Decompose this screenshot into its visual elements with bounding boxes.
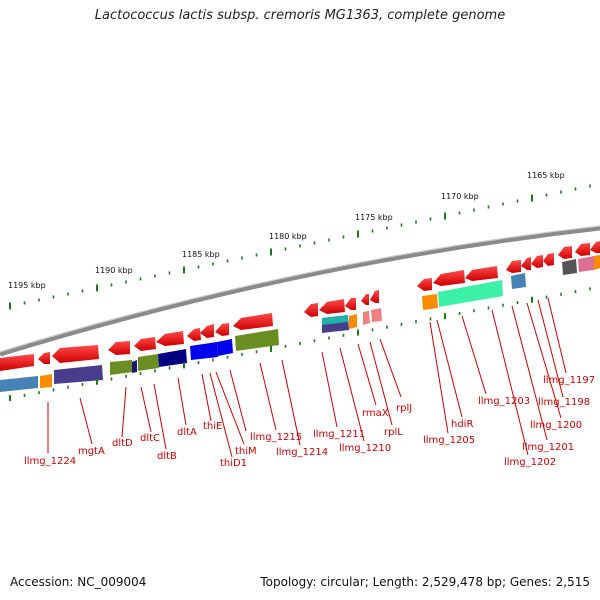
gene-label-rplJ[interactable]: rplJ [396, 403, 412, 414]
gene-label-rmaX[interactable]: rmaX [362, 408, 389, 419]
gene-label-llmg_1214[interactable]: llmg_1214 [276, 447, 328, 458]
scale-label-1165: 1165 kbp [527, 171, 565, 180]
scale-label-1175: 1175 kbp [355, 213, 393, 222]
gene-label-llmg_1215[interactable]: llmg_1215 [250, 432, 302, 443]
gene-arrow[interactable] [361, 294, 369, 305]
scale-label-1190: 1190 kbp [95, 266, 133, 275]
scale-label-1185: 1185 kbp [182, 250, 220, 259]
gene-arrow[interactable] [345, 298, 356, 310]
gene-label-llmg_1200[interactable]: llmg_1200 [530, 420, 582, 431]
genome-backbone-highlight [0, 225, 600, 353]
gene-arrow[interactable] [370, 290, 379, 303]
gene-arrow[interactable] [521, 257, 531, 270]
gene-arrow[interactable] [543, 253, 554, 266]
gene-label-llmg_1198[interactable]: llmg_1198 [538, 397, 590, 408]
gene-label-llmg_1211[interactable]: llmg_1211 [313, 429, 365, 440]
gene-label-thiE[interactable]: thiE [203, 421, 222, 432]
gene-label-hdiR[interactable]: hdiR [451, 419, 473, 430]
gene-label-mgtA[interactable]: mgtA [78, 446, 105, 457]
scale-label-1170: 1170 kbp [441, 192, 479, 201]
gene-label-llmg_1205[interactable]: llmg_1205 [423, 435, 475, 446]
gene-arrow[interactable] [319, 299, 345, 314]
domain-track [0, 255, 600, 392]
scale-ticks [9, 184, 591, 310]
gene-label-thiD1[interactable]: thiD1 [220, 458, 247, 469]
gene-arrow[interactable] [233, 313, 273, 330]
gene-label-llmg_1224[interactable]: llmg_1224 [24, 456, 76, 467]
gene-arrow[interactable] [134, 337, 156, 351]
gene-label-llmg_1210[interactable]: llmg_1210 [339, 443, 391, 454]
gene-arrow[interactable] [187, 328, 201, 341]
gene-arrow[interactable] [156, 331, 184, 346]
gene-arrow[interactable] [506, 260, 521, 273]
gene-arrow[interactable] [558, 246, 572, 259]
gene-arrow[interactable] [417, 278, 432, 291]
inner-scale-ticks [9, 287, 591, 402]
genome-backbone [0, 225, 600, 357]
scale-label-1195: 1195 kbp [8, 281, 46, 290]
gene-label-llmg_1201[interactable]: llmg_1201 [522, 442, 574, 453]
gene-label-llmg_1197[interactable]: llmg_1197 [543, 375, 595, 386]
gene-arrow[interactable] [531, 255, 543, 268]
label-leader-lines [47, 297, 567, 458]
scale-label-1180: 1180 kbp [269, 232, 307, 241]
gene-arrow[interactable] [108, 341, 130, 355]
gene-arrow[interactable] [465, 266, 498, 281]
gene-label-dltD[interactable]: dltD [112, 438, 133, 449]
gene-arrow[interactable] [590, 241, 600, 253]
gene-label-thiM[interactable]: thiM [235, 446, 257, 457]
gene-labels: llmg_1224 mgtA dltD dltC dltB dltA thiE … [24, 375, 595, 469]
topology-summary: Topology: circular; Length: 2,529,478 bp… [260, 575, 590, 589]
gene-arrows [0, 241, 600, 371]
accession-label: Accession: NC_009004 [10, 575, 147, 589]
gene-arrow[interactable] [304, 303, 318, 317]
gene-label-dltC[interactable]: dltC [140, 433, 160, 444]
map-title: Lactococcus lactis subsp. cremoris MG136… [94, 8, 506, 23]
gene-arrow[interactable] [52, 345, 99, 363]
gene-label-llmg_1203[interactable]: llmg_1203 [478, 396, 530, 407]
gene-arrow[interactable] [200, 324, 214, 338]
gene-arrow[interactable] [433, 270, 465, 286]
gene-arrow[interactable] [38, 352, 50, 364]
gene-arrow[interactable] [215, 323, 229, 336]
gene-arrow[interactable] [0, 354, 34, 371]
gene-label-rplL[interactable]: rplL [384, 427, 403, 438]
gene-label-dltB[interactable]: dltB [157, 451, 177, 462]
gene-label-dltA[interactable]: dltA [177, 427, 197, 438]
gene-arrow[interactable] [575, 243, 590, 256]
gene-label-llmg_1202[interactable]: llmg_1202 [504, 457, 556, 468]
scale-labels: 1165 kbp 1170 kbp 1175 kbp 1180 kbp 1185… [8, 171, 565, 290]
